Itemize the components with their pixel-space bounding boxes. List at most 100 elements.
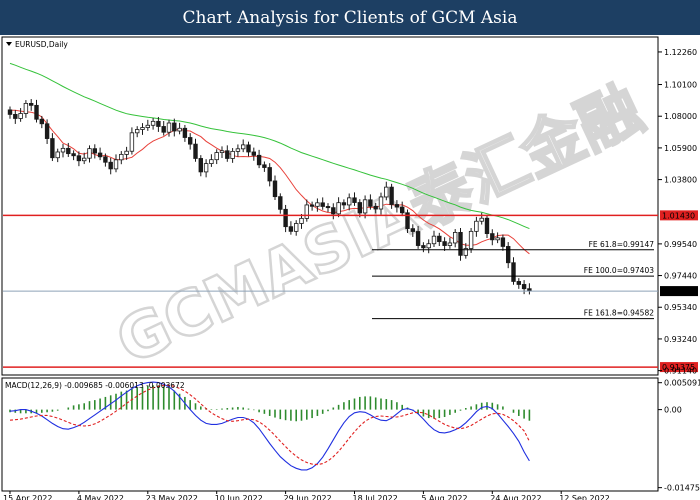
- candle-body: [39, 118, 44, 125]
- level-label: 0.91375: [662, 363, 695, 372]
- candle-body: [516, 281, 521, 285]
- level-label: 1.01430: [662, 211, 695, 220]
- candle-body: [495, 237, 500, 241]
- candle-body: [108, 161, 113, 170]
- candle-body: [198, 158, 203, 173]
- candle-body: [442, 241, 447, 246]
- candle-body: [479, 217, 484, 222]
- candle-body: [240, 144, 246, 150]
- candle-body: [325, 206, 331, 209]
- x-tick-label: 24 Aug 2022: [490, 494, 541, 500]
- candle-body: [76, 155, 82, 162]
- candle-body: [113, 159, 119, 170]
- candle-body: [394, 204, 400, 208]
- candle-body: [225, 150, 230, 159]
- x-tick-label: 10 Jun 2022: [215, 494, 263, 500]
- fib-label: FE 100.0=0.97403: [584, 266, 654, 275]
- candle-body: [426, 243, 431, 249]
- candle-body: [421, 245, 426, 249]
- symbol-dropdown-icon[interactable]: [6, 42, 12, 46]
- y-tick-label: 0.93240: [664, 335, 697, 344]
- price-chart: GCMASIA泰汇金融 1.01430 0.91375 0.96411 FE 61.…: [1, 36, 700, 500]
- candle-body: [55, 151, 60, 159]
- candle-body: [97, 152, 103, 158]
- candle-body: [278, 196, 283, 210]
- watermark-text: GCMASIA泰汇金融: [105, 72, 652, 379]
- candle-body: [182, 127, 188, 138]
- level-label-bg: [660, 362, 698, 373]
- macd-panel-frame: [1, 377, 659, 492]
- y-tick-label: 0.99540: [664, 240, 697, 249]
- x-tick-label: 15 Apr 2022: [3, 494, 52, 500]
- candle-body: [34, 104, 39, 120]
- level-label-bg: [660, 286, 698, 297]
- candle-body: [490, 233, 495, 241]
- candle-body: [140, 127, 145, 130]
- candle-body: [511, 262, 516, 282]
- candle-body: [7, 109, 13, 115]
- candle-body: [92, 148, 97, 154]
- candle-body: [315, 202, 320, 207]
- candle-body: [341, 202, 347, 206]
- x-tick-label: 5 Aug 2022: [421, 494, 467, 500]
- candle-body: [447, 242, 453, 246]
- candle-body: [28, 102, 34, 106]
- candle-body: [230, 150, 235, 159]
- candle-body: [177, 127, 182, 132]
- candle-body: [124, 150, 129, 155]
- candle-body: [452, 232, 458, 244]
- macd-line: [9, 381, 530, 471]
- candle-body: [87, 148, 92, 159]
- candle-body: [283, 208, 288, 228]
- candle-body: [505, 246, 511, 264]
- candle-body: [267, 167, 272, 182]
- candle-body: [44, 123, 50, 139]
- header-title: Chart Analysis for Clients of GCM Asia: [0, 0, 700, 35]
- candle-body: [166, 122, 172, 133]
- candle-body: [209, 159, 214, 164]
- candle-body: [336, 202, 341, 215]
- y-tick-label: 1.03800: [664, 176, 697, 185]
- candle-body: [145, 124, 150, 128]
- candle-body: [468, 230, 474, 249]
- x-tick-label: 18 Jul 2022: [353, 494, 398, 500]
- candle-body: [521, 284, 527, 290]
- candle-body: [405, 212, 410, 230]
- y-tick-label: 1.12260: [664, 48, 697, 57]
- chart-title: EURUSD,Daily: [15, 40, 68, 49]
- candle-body: [129, 132, 135, 152]
- candle-body: [373, 205, 378, 210]
- candle-body: [293, 223, 299, 232]
- x-tick-label: 12 Sep 2022: [559, 494, 610, 500]
- candle-body: [463, 248, 468, 256]
- candle-body: [18, 113, 23, 119]
- candle-body: [346, 197, 352, 206]
- candle-body: [500, 237, 506, 247]
- candle-body: [256, 154, 262, 166]
- candle-body: [309, 204, 315, 207]
- macd-y-tick-label: 0.005091: [664, 379, 700, 388]
- candle-body: [214, 152, 219, 161]
- y-tick-label: 1.08000: [664, 112, 697, 121]
- macd-y-tick-label: -0.014754: [664, 484, 700, 493]
- candle-body: [357, 202, 362, 214]
- ma-line-1: [9, 62, 530, 230]
- candle-body: [246, 144, 251, 153]
- price-panel-frame: [1, 36, 659, 376]
- candle-body: [187, 137, 193, 145]
- candle-body: [474, 220, 479, 232]
- candle-body: [156, 120, 161, 127]
- candle-body: [368, 199, 373, 207]
- candle-body: [320, 202, 325, 207]
- candle-body: [288, 226, 294, 232]
- candle-body: [150, 120, 156, 126]
- candle-body: [362, 199, 368, 214]
- candle-body: [219, 150, 225, 153]
- candle-body: [161, 126, 166, 133]
- candle-body: [437, 235, 442, 243]
- candle-body: [352, 197, 357, 203]
- ma-line-0: [10, 109, 530, 255]
- level-label: 0.96411: [662, 287, 695, 296]
- y-tick-label: 0.91140: [664, 367, 697, 376]
- candle-body: [399, 206, 405, 214]
